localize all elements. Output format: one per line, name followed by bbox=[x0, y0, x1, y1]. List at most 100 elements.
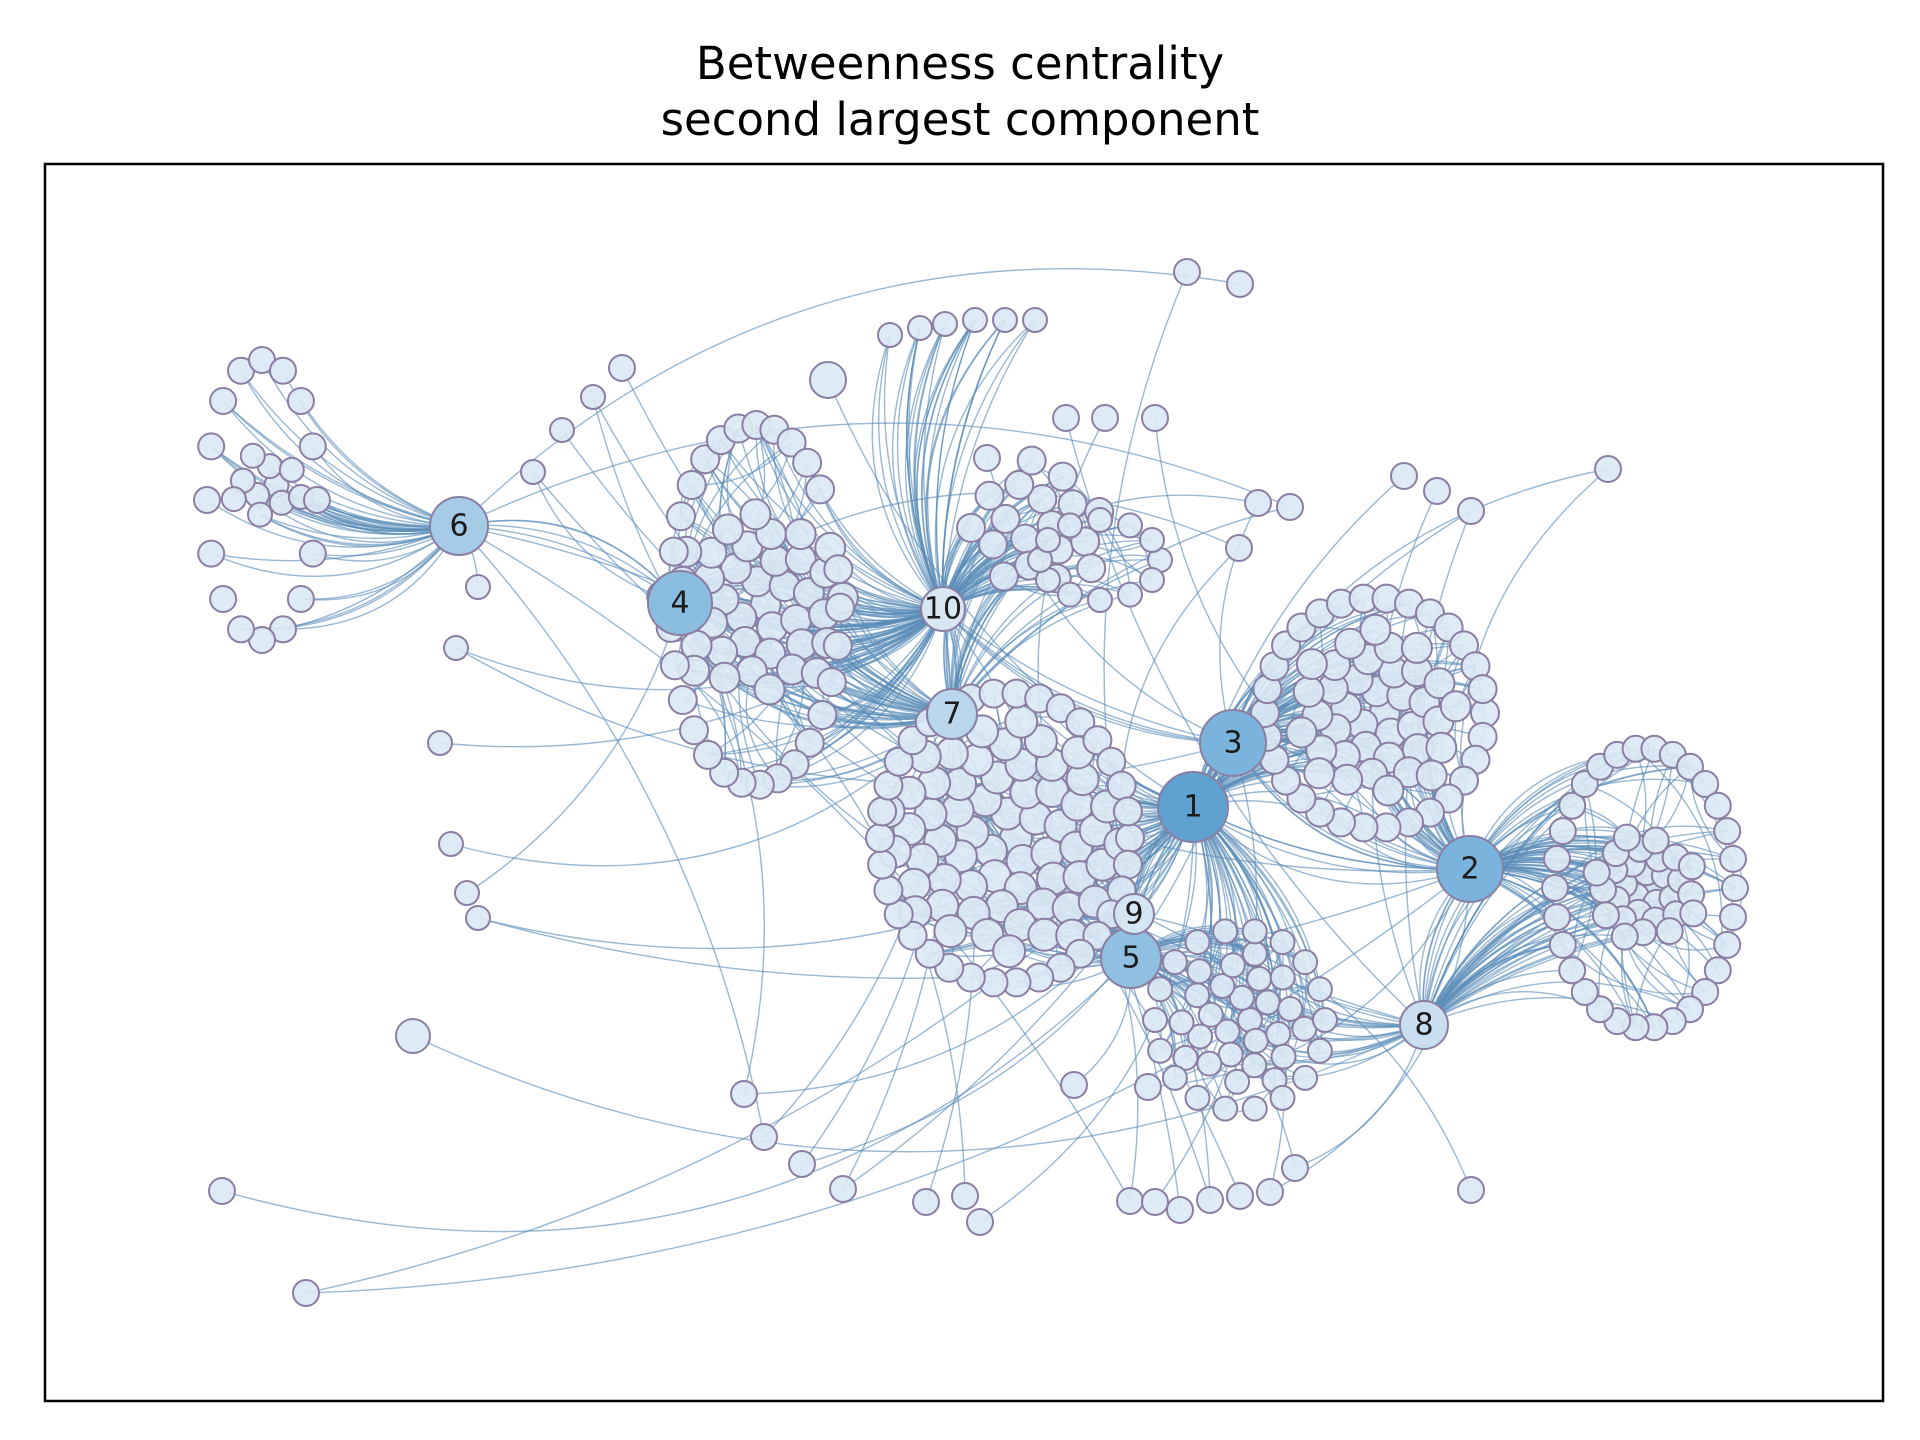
graph-node bbox=[792, 447, 823, 478]
graph-node bbox=[1719, 903, 1747, 932]
graph-node bbox=[1295, 648, 1328, 681]
graph-node bbox=[658, 536, 689, 567]
graph-node bbox=[1242, 1027, 1269, 1054]
hub-node-label: 7 bbox=[942, 697, 961, 732]
graph-node bbox=[1331, 763, 1364, 796]
graph-node bbox=[1277, 996, 1304, 1022]
graph-edge bbox=[1192, 806, 1471, 874]
hub-node-7: 7 bbox=[926, 688, 978, 740]
graph-edge bbox=[1423, 996, 1674, 1026]
graph-node bbox=[794, 727, 825, 758]
graph-node bbox=[269, 356, 297, 385]
graph-node bbox=[1246, 965, 1273, 992]
graph-node bbox=[1269, 929, 1296, 956]
graph-node bbox=[1610, 922, 1639, 951]
chart-title: Betweenness centrality second largest co… bbox=[0, 36, 1920, 148]
graph-edge bbox=[923, 323, 946, 610]
graph-node bbox=[1306, 976, 1333, 1003]
graph-node bbox=[1306, 1037, 1333, 1064]
hub-node-3: 3 bbox=[1199, 709, 1267, 777]
graph-edge bbox=[878, 334, 944, 610]
graph-node bbox=[1359, 613, 1392, 646]
hub-node-1: 1 bbox=[1157, 771, 1229, 843]
graph-node bbox=[708, 661, 741, 694]
graph-node bbox=[1184, 1084, 1211, 1111]
graph-node bbox=[1612, 823, 1641, 852]
graph-node bbox=[1035, 527, 1061, 553]
graph-node bbox=[1241, 940, 1268, 967]
graph-node bbox=[209, 387, 238, 415]
hub-node-label: 4 bbox=[670, 586, 689, 621]
graph-node bbox=[750, 1123, 778, 1151]
hub-node-circle bbox=[920, 586, 966, 632]
hub-node-8: 8 bbox=[1399, 1000, 1449, 1050]
graph-edge bbox=[1196, 941, 1326, 1021]
graph-node bbox=[816, 667, 847, 698]
graph-edge bbox=[951, 498, 1043, 715]
graph-edge bbox=[908, 323, 946, 610]
graph-edge bbox=[1294, 1024, 1425, 1169]
graph-node bbox=[1139, 527, 1165, 553]
graph-edge bbox=[240, 370, 460, 527]
graph-node bbox=[1087, 587, 1113, 613]
graph-edge bbox=[458, 525, 1131, 1202]
graph-node bbox=[1312, 1007, 1338, 1033]
graph-edge bbox=[1192, 806, 1287, 1193]
graph-node bbox=[298, 432, 327, 461]
graph-node bbox=[1022, 307, 1048, 333]
graph-node bbox=[1703, 956, 1732, 985]
graph-node bbox=[865, 823, 895, 853]
graph-node bbox=[193, 486, 221, 514]
graph-node bbox=[454, 880, 480, 906]
graph-edge bbox=[883, 334, 944, 610]
graph-edge bbox=[896, 327, 944, 610]
graph-node bbox=[247, 501, 273, 528]
graph-edge bbox=[1130, 510, 1472, 959]
graph-node bbox=[580, 384, 606, 410]
graph-node bbox=[1134, 1073, 1162, 1101]
graph-node bbox=[1186, 958, 1213, 985]
hub-node-2: 2 bbox=[1436, 835, 1504, 903]
graph-node bbox=[1241, 918, 1268, 945]
graph-node bbox=[1541, 874, 1569, 902]
plot-frame bbox=[43, 162, 1885, 1403]
graph-node bbox=[1161, 949, 1188, 976]
graph-node bbox=[1241, 1095, 1268, 1122]
graph-node bbox=[227, 615, 255, 644]
graph-node bbox=[788, 1150, 816, 1178]
graph-edge bbox=[466, 602, 681, 894]
graph-node bbox=[220, 486, 247, 513]
graph-node bbox=[1052, 404, 1080, 432]
graph-edge bbox=[210, 525, 460, 577]
graph-node bbox=[1161, 1064, 1188, 1091]
graph-node bbox=[711, 513, 744, 546]
graph-node bbox=[1173, 258, 1201, 286]
graph-node bbox=[1721, 874, 1749, 902]
graph-edge bbox=[942, 319, 1036, 610]
graph-node bbox=[1087, 507, 1113, 533]
graph-edge bbox=[934, 319, 1036, 610]
graph-node bbox=[1168, 1009, 1195, 1036]
graph-node bbox=[1112, 849, 1143, 880]
graph-edge bbox=[458, 268, 1241, 527]
graph-edge bbox=[211, 525, 460, 562]
graph-node bbox=[807, 700, 838, 730]
graph-node bbox=[1303, 757, 1336, 790]
graph-node bbox=[1004, 469, 1035, 500]
graph-node bbox=[907, 315, 933, 341]
graph-node bbox=[1269, 964, 1296, 991]
graph-edge bbox=[240, 370, 460, 527]
graph-node bbox=[303, 486, 331, 514]
graph-edge bbox=[1423, 830, 1564, 1026]
graph-node bbox=[1197, 1001, 1224, 1028]
graph-node bbox=[438, 831, 464, 857]
graph-node bbox=[1147, 976, 1174, 1003]
hub-node-label: 8 bbox=[1414, 1008, 1433, 1043]
graph-node bbox=[1457, 497, 1485, 525]
graph-node bbox=[1184, 929, 1211, 956]
graph-node bbox=[1212, 918, 1239, 945]
graph-node bbox=[1334, 627, 1367, 660]
graph-node bbox=[1147, 1037, 1174, 1064]
graph-node bbox=[739, 498, 772, 531]
